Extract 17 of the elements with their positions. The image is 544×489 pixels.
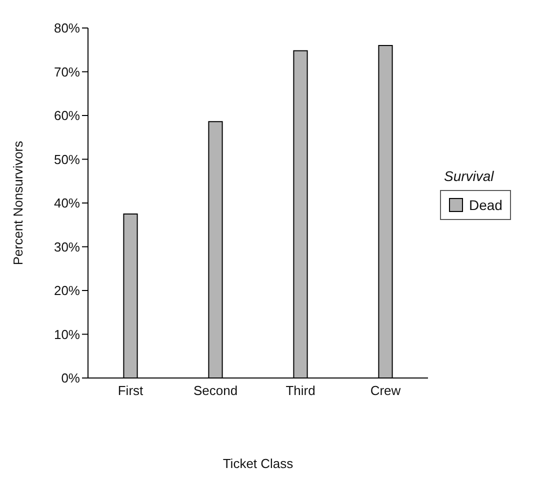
x-tick-label: First <box>118 383 144 398</box>
y-tick-label: 80% <box>54 20 80 36</box>
legend-title: Survival <box>444 168 495 184</box>
y-axis-title: Percent Nonsurvivors <box>10 140 26 266</box>
y-tick-label: 20% <box>54 283 80 298</box>
y-tick-label: 0% <box>61 370 80 386</box>
y-tick-label: 60% <box>54 108 80 124</box>
y-tick-label: 30% <box>54 239 80 254</box>
y-tick-label: 10% <box>54 326 80 342</box>
y-tick-label: 70% <box>54 64 80 80</box>
y-tick-label: 50% <box>54 152 80 167</box>
x-axis-title: Ticket Class <box>222 456 294 471</box>
legend-label: Dead <box>469 197 502 213</box>
x-tick-label: Second <box>193 383 238 398</box>
x-tick-label: Third <box>286 383 316 398</box>
y-tick-label: 40% <box>54 196 80 211</box>
x-tick-label: Crew <box>370 383 402 398</box>
